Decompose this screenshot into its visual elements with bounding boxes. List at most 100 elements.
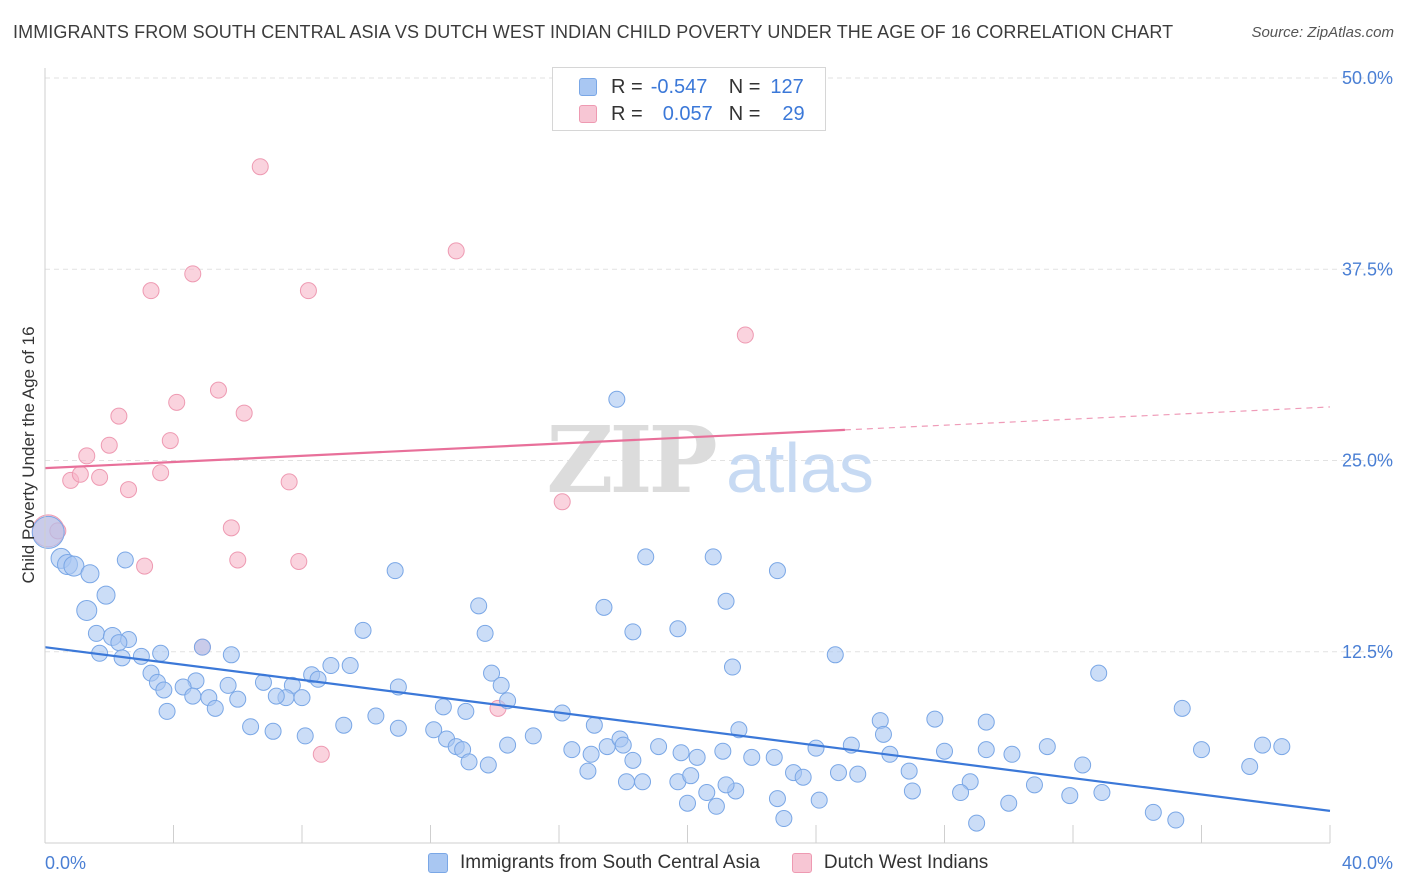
axis-layer: 12.5% 25.0% 37.5% 50.0% 0.0% 40.0% bbox=[44, 68, 1393, 873]
point-dutch-west-indians bbox=[184, 265, 202, 283]
point-south-central-asia bbox=[723, 658, 741, 676]
point-south-central-asia bbox=[765, 748, 783, 766]
point-south-central-asia bbox=[617, 773, 635, 791]
point-south-central-asia bbox=[952, 784, 970, 802]
point-south-central-asia bbox=[483, 664, 501, 682]
point-south-central-asia bbox=[499, 736, 517, 754]
point-south-central-asia bbox=[714, 742, 732, 760]
legend-n-value: 127 bbox=[770, 75, 804, 98]
y-tick-label: 37.5% bbox=[1342, 259, 1393, 279]
point-south-central-asia bbox=[309, 670, 327, 688]
point-south-central-asia bbox=[1093, 784, 1111, 802]
point-dutch-west-indians bbox=[290, 552, 308, 570]
point-dutch-west-indians bbox=[161, 432, 179, 450]
point-dutch-west-indians bbox=[553, 493, 571, 511]
point-south-central-asia bbox=[807, 739, 825, 757]
point-south-central-asia bbox=[717, 776, 735, 794]
point-south-central-asia bbox=[293, 689, 311, 707]
point-south-central-asia bbox=[608, 390, 626, 408]
point-south-central-asia bbox=[871, 712, 889, 730]
point-south-central-asia bbox=[524, 727, 542, 745]
legend-row-south-central-asia: R = -0.547 N = 127 bbox=[553, 74, 804, 100]
series-legend: Immigrants from South Central Asia Dutch… bbox=[428, 852, 1020, 874]
watermark-atlas: atlas bbox=[726, 429, 874, 507]
legend-r-value: 0.057 bbox=[662, 102, 713, 125]
point-south-central-asia bbox=[563, 741, 581, 759]
point-south-central-asia bbox=[152, 644, 170, 662]
point-south-central-asia bbox=[367, 707, 385, 725]
point-dutch-west-indians bbox=[251, 158, 269, 176]
y-tick-label: 12.5% bbox=[1342, 642, 1393, 662]
y-axis-title: Child Poverty Under the Age of 16 bbox=[19, 326, 38, 583]
series-swatch-pink bbox=[791, 853, 812, 873]
legend-n-label: N = bbox=[728, 102, 761, 125]
point-dutch-west-indians bbox=[71, 465, 89, 483]
point-south-central-asia bbox=[335, 716, 353, 734]
point-south-central-asia bbox=[829, 764, 847, 782]
point-south-central-asia bbox=[826, 646, 844, 664]
legend-swatch-pink bbox=[579, 105, 597, 123]
point-south-central-asia bbox=[1167, 811, 1185, 829]
point-south-central-asia bbox=[386, 562, 404, 580]
point-south-central-asia bbox=[743, 748, 761, 766]
y-tick-label: 50.0% bbox=[1342, 68, 1393, 88]
point-dutch-west-indians bbox=[110, 407, 128, 425]
point-south-central-asia bbox=[717, 592, 735, 610]
point-dutch-west-indians bbox=[91, 468, 109, 486]
point-south-central-asia bbox=[637, 548, 655, 566]
point-south-central-asia bbox=[1173, 699, 1191, 717]
legend-r-value: -0.547 bbox=[650, 75, 708, 98]
point-dutch-west-indians bbox=[152, 464, 170, 482]
point-south-central-asia bbox=[132, 647, 150, 665]
legend-r-label: R = bbox=[611, 75, 643, 98]
point-south-central-asia bbox=[322, 657, 340, 675]
point-south-central-asia bbox=[679, 794, 696, 812]
point-south-central-asia bbox=[926, 710, 944, 728]
point-south-central-asia bbox=[614, 736, 632, 754]
point-south-central-asia bbox=[585, 716, 603, 734]
point-south-central-asia bbox=[579, 762, 597, 780]
point-south-central-asia bbox=[707, 797, 725, 815]
series-label: Dutch West Indians bbox=[823, 852, 989, 873]
source-credit: Source: ZipAtlas.com bbox=[1251, 24, 1394, 41]
point-south-central-asia bbox=[810, 791, 828, 809]
trend-line-south-central-asia bbox=[44, 646, 1331, 812]
legend-n-value: 29 bbox=[782, 102, 805, 125]
point-south-central-asia bbox=[624, 751, 642, 769]
chart-title: IMMIGRANTS FROM SOUTH CENTRAL ASIA VS DU… bbox=[13, 22, 1174, 42]
legend-n-label: N = bbox=[728, 75, 761, 98]
x-tick-label: 40.0% bbox=[1342, 853, 1393, 873]
point-south-central-asia bbox=[688, 748, 706, 766]
point-south-central-asia bbox=[341, 657, 359, 675]
trend-layer bbox=[44, 406, 1331, 812]
point-dutch-west-indians bbox=[168, 393, 186, 411]
point-south-central-asia bbox=[768, 790, 786, 808]
point-dutch-west-indians bbox=[280, 473, 298, 491]
point-south-central-asia bbox=[206, 699, 224, 717]
point-south-central-asia bbox=[87, 624, 105, 642]
correlation-legend: R = -0.547 N = 127 R = 0.057 N = 29 bbox=[552, 67, 826, 131]
point-dutch-west-indians bbox=[120, 481, 138, 499]
point-south-central-asia bbox=[110, 634, 128, 652]
legend-row-dutch-west-indians: R = 0.057 N = 29 bbox=[553, 101, 805, 127]
point-south-central-asia bbox=[961, 773, 979, 791]
point-south-central-asia bbox=[184, 687, 202, 705]
point-south-central-asia bbox=[595, 598, 613, 616]
point-dutch-west-indians bbox=[736, 326, 754, 344]
point-south-central-asia bbox=[219, 676, 237, 694]
point-south-central-asia bbox=[849, 765, 867, 783]
point-south-central-asia bbox=[1090, 664, 1108, 682]
point-south-central-asia bbox=[434, 698, 452, 716]
point-dutch-west-indians bbox=[136, 557, 154, 575]
point-south-central-asia bbox=[650, 738, 668, 756]
point-south-central-asia bbox=[1061, 787, 1079, 805]
point-south-central-asia bbox=[624, 623, 642, 641]
point-south-central-asia bbox=[936, 742, 953, 760]
point-south-central-asia bbox=[903, 782, 921, 800]
point-south-central-asia bbox=[116, 551, 134, 569]
point-south-central-asia bbox=[460, 753, 478, 771]
point-south-central-asia bbox=[968, 814, 986, 832]
series-label: Immigrants from South Central Asia bbox=[460, 852, 760, 873]
point-south-central-asia bbox=[977, 713, 995, 731]
